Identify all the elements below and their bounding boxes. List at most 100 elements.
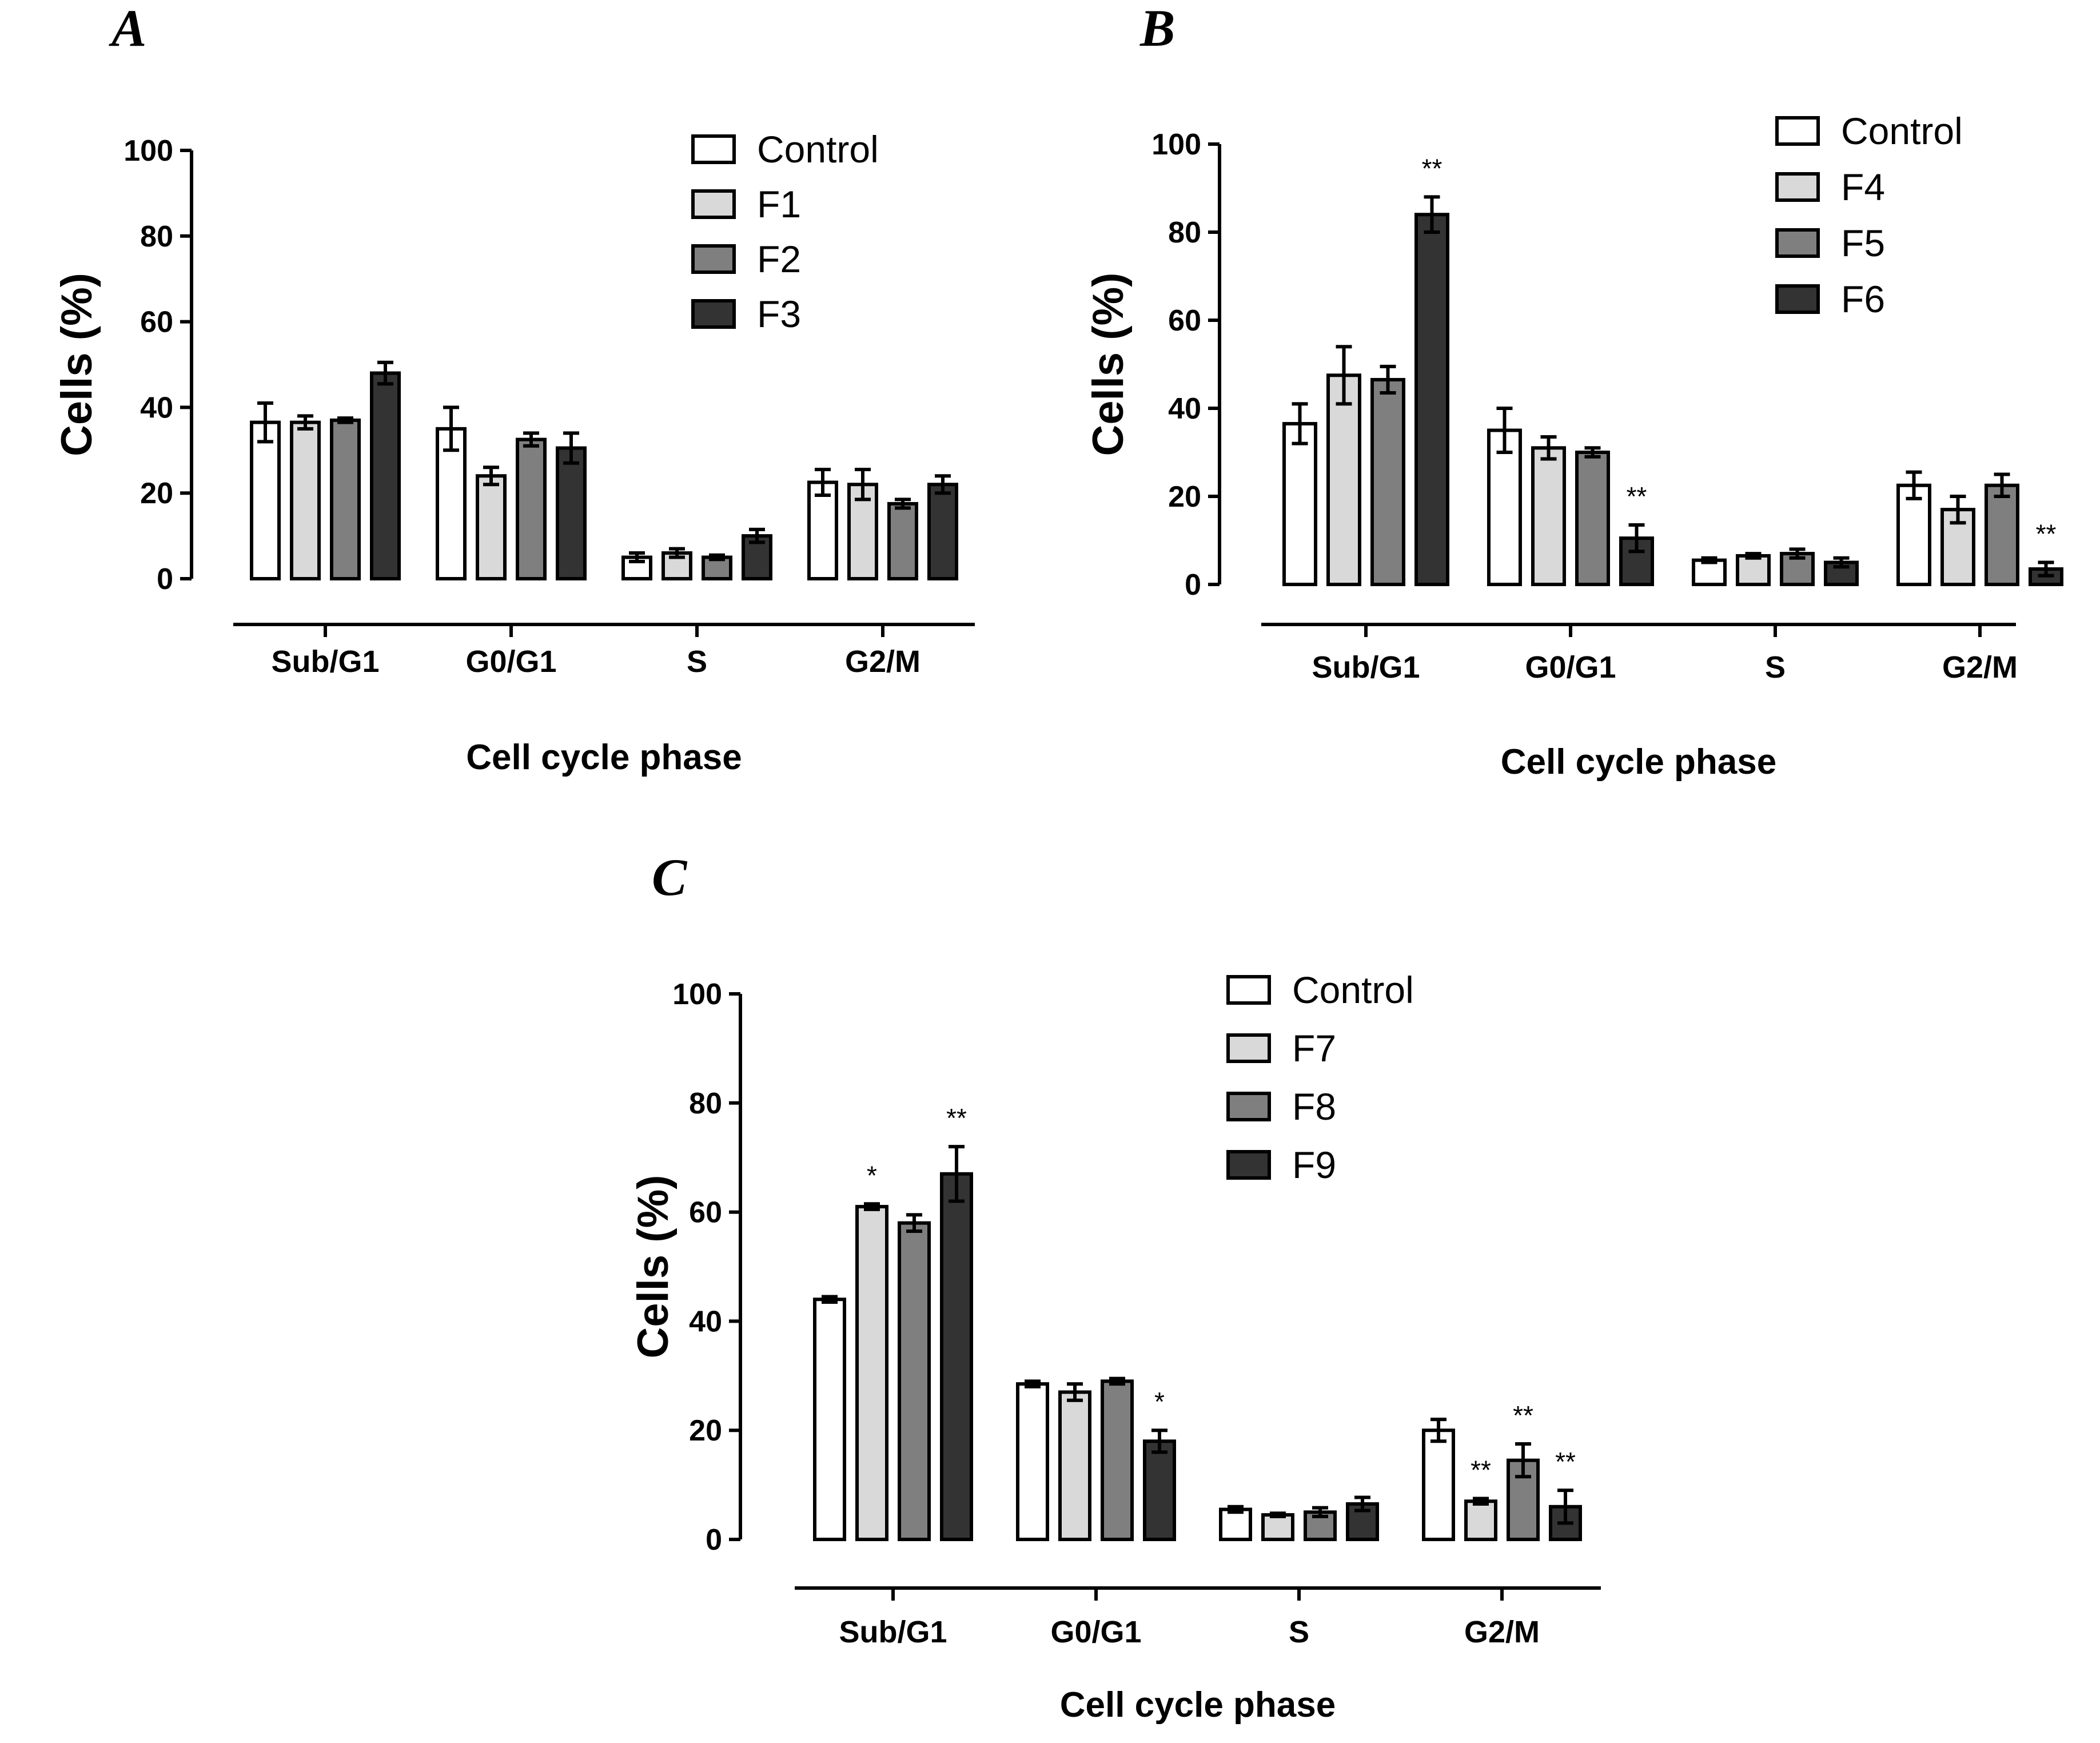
bar-a-1-1 xyxy=(476,474,507,580)
bar-a-0-3 xyxy=(370,371,401,580)
y-tick-label-a-1: 20 xyxy=(140,477,173,510)
legend-label-c-3: F9 xyxy=(1292,1144,1336,1186)
chart-a-svg: A 0 20 40 60 80 100 Cells (%) Sub/G1 G0/G1 S G2/M Ce… xyxy=(53,0,975,777)
chart-panel-c: C 0 20 40 60 80 100 Cells (%) Sub/G1 * ** G0/G1 * S G2… xyxy=(515,846,1635,1727)
legend-label-b-1: F4 xyxy=(1841,166,1885,208)
bar-c-1-2 xyxy=(1101,1379,1134,1542)
bar-b-3-2 xyxy=(1985,483,2019,586)
y-axis-title-a: Cells (%) xyxy=(53,273,101,456)
significance-mark-c-1-3: * xyxy=(1154,1387,1165,1416)
bar-c-0-1 xyxy=(855,1205,888,1541)
significance-mark-b-3-3: ** xyxy=(2036,519,2057,549)
legend-label-a-3: F3 xyxy=(757,293,801,335)
bar-b-3-0 xyxy=(1896,483,1931,586)
bar-a-3-0 xyxy=(807,480,838,580)
bar-a-2-3 xyxy=(742,534,772,580)
bar-a-0-1 xyxy=(290,420,321,580)
category-label-b-1: G0/G1 xyxy=(1525,650,1616,685)
significance-mark-c-3-3: ** xyxy=(1555,1447,1576,1477)
category-label-c-3: G2/M xyxy=(1464,1615,1540,1649)
y-tick-label-c-4: 80 xyxy=(689,1087,722,1120)
x-axis-title-c: Cell cycle phase xyxy=(1060,1685,1336,1725)
y-tick-label-c-5: 100 xyxy=(672,978,722,1011)
bar-b-2-1 xyxy=(1736,554,1771,587)
chart-panel-b: B 0 20 40 60 80 100 Cells (%) Sub/G1 ** G0/G1 ** S G2… xyxy=(1050,0,2100,818)
legend-swatch-c-2 xyxy=(1226,1092,1271,1121)
x-axis-title-a: Cell cycle phase xyxy=(466,738,742,777)
legend-label-c-2: F8 xyxy=(1292,1085,1336,1128)
legend-swatch-a-0 xyxy=(691,134,736,164)
bar-a-0-2 xyxy=(330,418,361,580)
bar-c-0-0 xyxy=(813,1298,846,1541)
bar-c-1-0 xyxy=(1016,1382,1049,1541)
bar-a-1-0 xyxy=(436,427,467,580)
bar-c-1-3 xyxy=(1143,1439,1176,1542)
legend-label-a-0: Control xyxy=(757,128,879,170)
panel-letter-a: A xyxy=(109,0,146,57)
category-label-c-0: Sub/G1 xyxy=(839,1615,947,1649)
bar-c-0-2 xyxy=(898,1221,931,1541)
legend-swatch-b-3 xyxy=(1775,284,1820,314)
panel-letter-c: C xyxy=(652,848,688,906)
y-tick-label-b-2: 40 xyxy=(1168,392,1201,425)
significance-mark-c-0-3: ** xyxy=(946,1103,967,1133)
legend-label-b-0: Control xyxy=(1841,110,1963,152)
legend-swatch-c-0 xyxy=(1226,975,1271,1005)
legend-label-c-0: Control xyxy=(1292,969,1414,1011)
bar-b-0-0 xyxy=(1282,421,1317,586)
category-label-a-2: S xyxy=(687,644,707,679)
y-tick-label-b-4: 80 xyxy=(1168,216,1201,249)
category-label-c-1: G0/G1 xyxy=(1050,1615,1141,1649)
panel-letter-b: B xyxy=(1139,0,1175,57)
y-tick-label-b-0: 0 xyxy=(1185,568,1201,602)
significance-mark-c-0-1: * xyxy=(867,1160,877,1190)
y-axis-title-c: Cells (%) xyxy=(629,1175,678,1359)
y-tick-label-a-0: 0 xyxy=(157,563,173,596)
y-tick-label-c-3: 60 xyxy=(689,1196,722,1229)
legend-label-a-1: F1 xyxy=(757,183,801,225)
chart-b-svg: B 0 20 40 60 80 100 Cells (%) Sub/G1 ** G0/G1 ** S G2… xyxy=(1084,0,2063,782)
legend-swatch-c-3 xyxy=(1226,1150,1271,1180)
bar-b-0-1 xyxy=(1326,373,1361,586)
bar-c-2-1 xyxy=(1261,1513,1294,1541)
chart-panel-a: A 0 20 40 60 80 100 Cells (%) Sub/G1 G0/G1 S G2/M Ce… xyxy=(0,0,1050,818)
significance-mark-c-3-2: ** xyxy=(1513,1400,1533,1430)
bar-b-0-3 xyxy=(1414,213,1449,586)
bar-b-1-2 xyxy=(1575,451,1610,586)
bar-a-3-2 xyxy=(887,502,918,580)
legend-label-a-2: F2 xyxy=(757,238,801,280)
y-tick-label-c-2: 40 xyxy=(689,1305,722,1338)
category-label-a-3: G2/M xyxy=(845,644,921,679)
category-label-a-0: Sub/G1 xyxy=(271,644,379,679)
significance-mark-b-0-3: ** xyxy=(1422,153,1442,183)
y-axis-title-b: Cells (%) xyxy=(1084,273,1133,456)
legend-swatch-b-2 xyxy=(1775,228,1820,258)
y-tick-label-a-5: 100 xyxy=(123,134,173,168)
bar-a-2-2 xyxy=(702,555,732,580)
bar-a-3-3 xyxy=(927,483,958,580)
y-tick-label-b-5: 100 xyxy=(1151,128,1201,161)
bar-b-1-1 xyxy=(1531,446,1566,586)
bar-c-3-1 xyxy=(1464,1499,1497,1541)
legend-swatch-b-1 xyxy=(1775,172,1820,202)
category-label-a-1: G0/G1 xyxy=(465,644,556,679)
legend-label-c-1: F7 xyxy=(1292,1027,1336,1069)
bar-a-1-2 xyxy=(516,437,547,581)
y-tick-label-a-4: 80 xyxy=(140,220,173,253)
y-tick-label-b-1: 20 xyxy=(1168,480,1201,514)
significance-mark-b-1-3: ** xyxy=(1627,481,1647,511)
bar-c-3-0 xyxy=(1422,1428,1455,1542)
y-tick-label-c-0: 0 xyxy=(706,1523,722,1557)
bar-b-2-2 xyxy=(1780,552,1815,586)
bar-b-1-0 xyxy=(1487,428,1522,586)
y-tick-label-a-3: 60 xyxy=(140,306,173,339)
legend-swatch-c-1 xyxy=(1226,1033,1271,1063)
legend-label-b-2: F5 xyxy=(1841,222,1885,264)
y-tick-label-b-3: 60 xyxy=(1168,304,1201,337)
legend-swatch-a-3 xyxy=(691,299,736,329)
x-axis-title-b: Cell cycle phase xyxy=(1501,742,1777,782)
legend-swatch-b-0 xyxy=(1775,116,1820,146)
bar-a-1-3 xyxy=(556,446,587,580)
bar-b-0-2 xyxy=(1370,377,1405,586)
category-label-b-0: Sub/G1 xyxy=(1312,650,1420,685)
